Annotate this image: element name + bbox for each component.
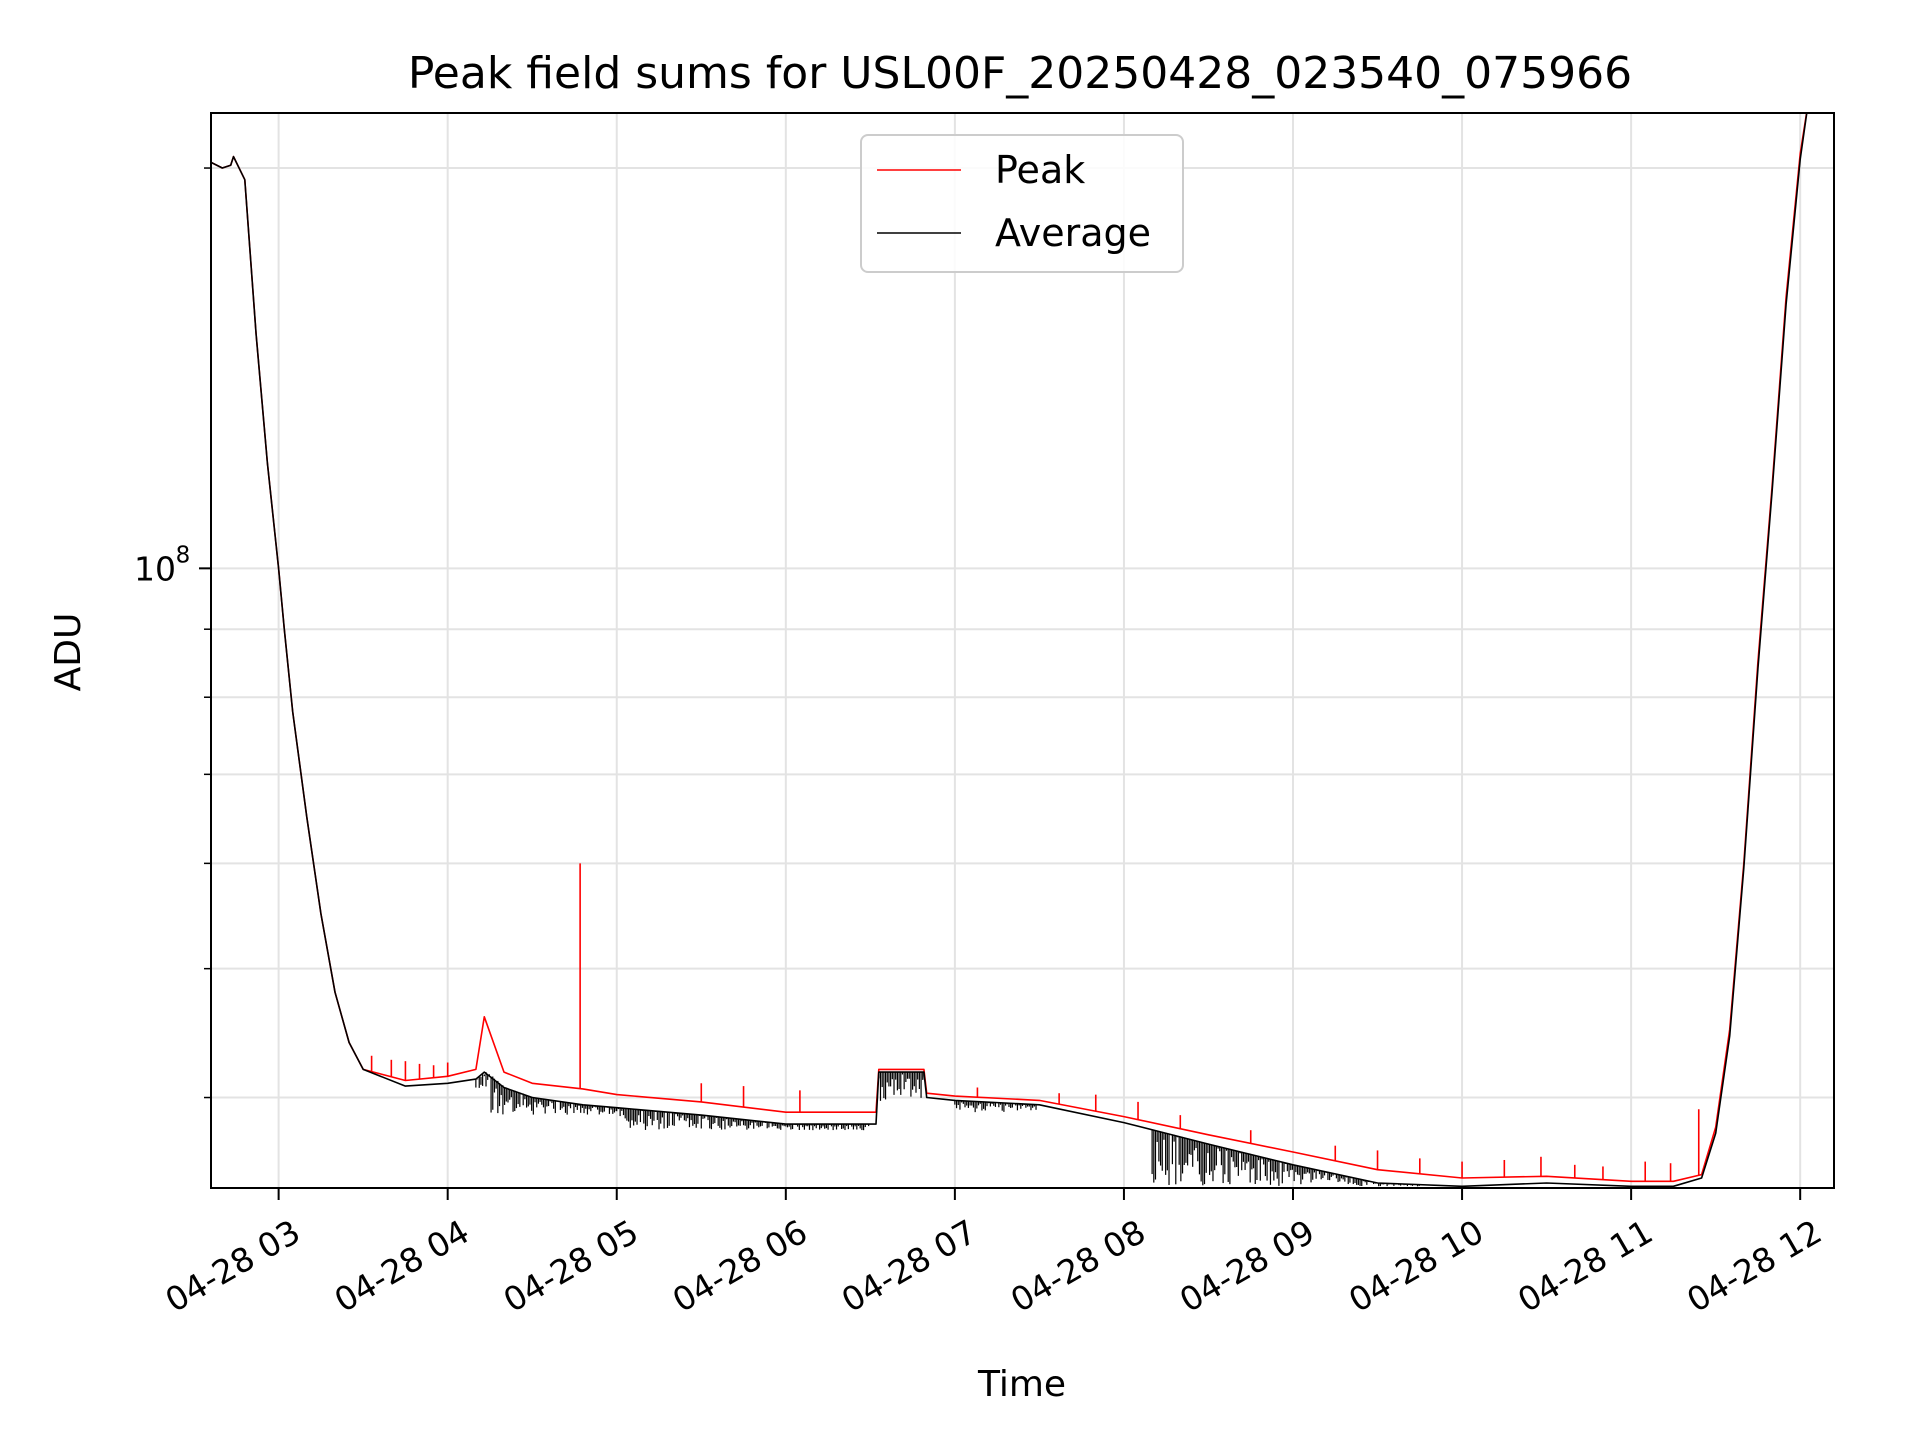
legend-peak-label: Peak	[995, 148, 1085, 192]
plot-series	[211, 113, 1808, 1188]
chart-title: Peak field sums for USL00F_20250428_0235…	[408, 48, 1632, 99]
y-axis-ticks: 10 8	[134, 167, 211, 1099]
y-tick-label-exponent: 8	[176, 542, 191, 568]
x-axis-label: Time	[977, 1364, 1066, 1405]
legend: Peak Average	[860, 134, 1184, 273]
average-series-line	[211, 113, 1808, 1188]
grid	[211, 113, 1834, 1188]
plot-frame	[210, 112, 1835, 1189]
y-tick-label: 10	[134, 549, 176, 588]
y-axis-label: ADU	[48, 613, 89, 692]
legend-average-label: Average	[995, 211, 1151, 255]
